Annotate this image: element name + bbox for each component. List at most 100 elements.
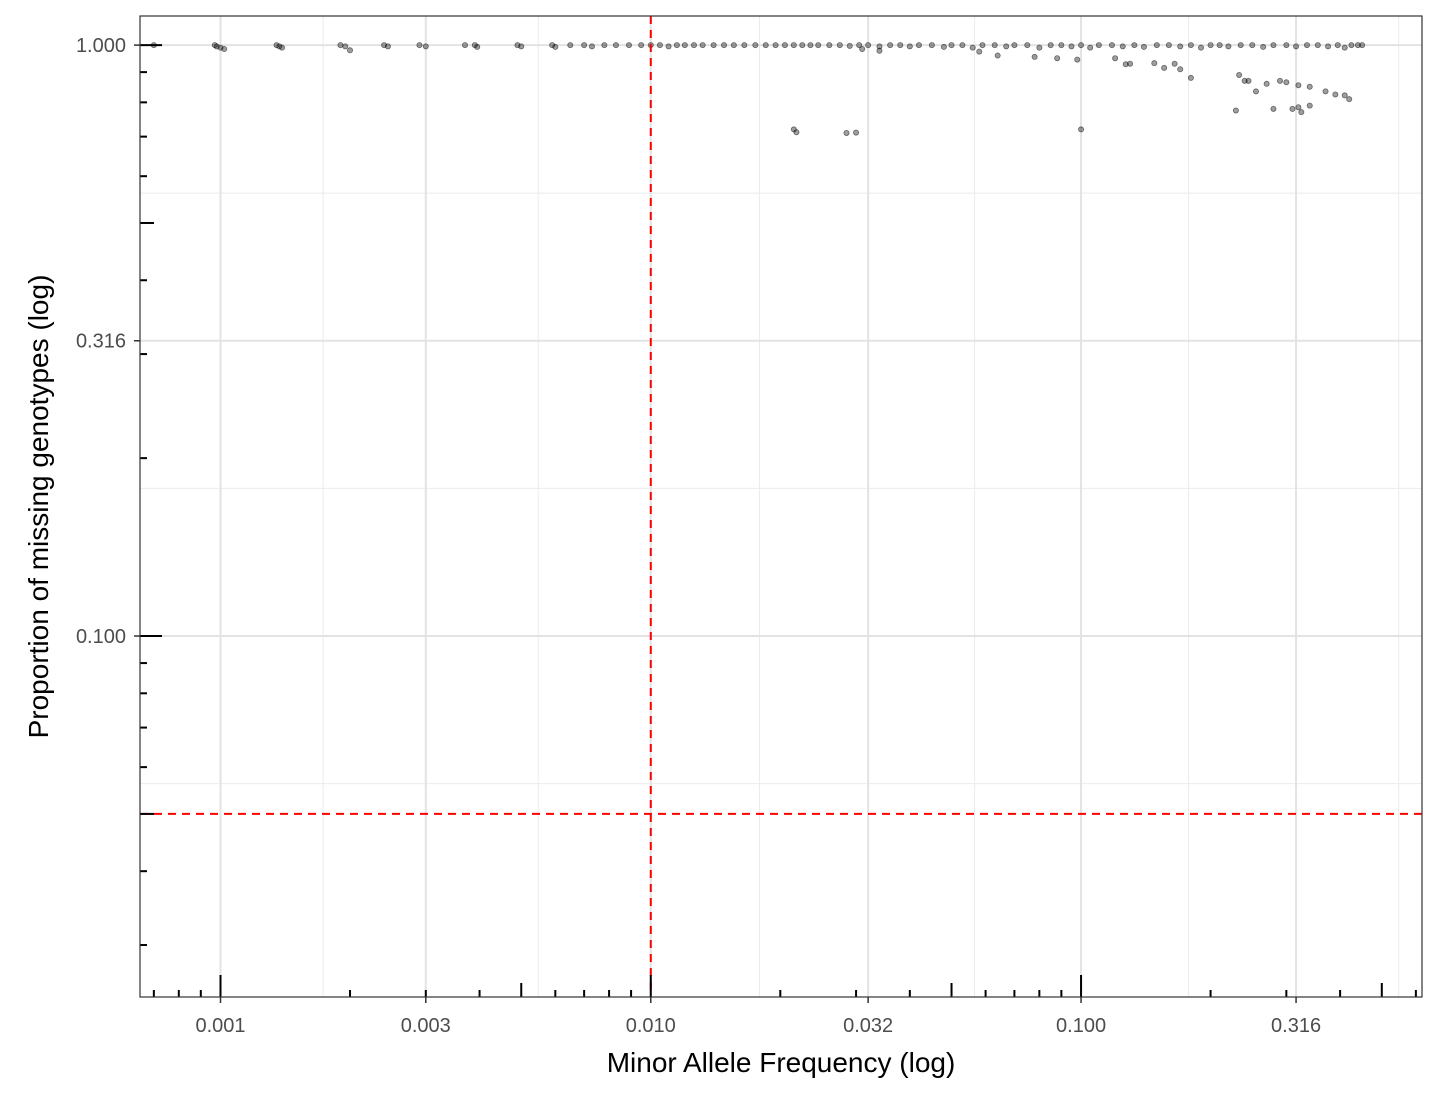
data-point xyxy=(416,42,423,49)
data-point xyxy=(1112,55,1119,62)
data-point xyxy=(1058,42,1065,49)
data-point xyxy=(1249,42,1256,49)
data-point xyxy=(1295,104,1302,111)
data-point xyxy=(1325,43,1332,50)
data-point xyxy=(815,42,822,49)
data-point xyxy=(699,42,706,49)
x-tick-label: 0.010 xyxy=(626,1015,676,1037)
data-point xyxy=(1119,43,1126,50)
data-point xyxy=(1293,43,1300,50)
data-point xyxy=(588,43,595,50)
data-point xyxy=(1207,42,1214,49)
data-point xyxy=(1171,60,1178,67)
data-point xyxy=(762,42,769,49)
data-point xyxy=(1277,77,1284,84)
data-point xyxy=(1270,42,1277,49)
data-point xyxy=(567,42,574,49)
data-point xyxy=(1298,109,1305,116)
data-point xyxy=(865,42,872,49)
data-point xyxy=(1177,66,1184,73)
data-point xyxy=(710,42,717,49)
axis-layer: 0.001 0.003 0.010 0.032 0.100 0.316 0.100 0.316… xyxy=(76,35,1321,1037)
data-point xyxy=(1127,60,1134,67)
data-point xyxy=(959,42,966,49)
data-point xyxy=(342,43,349,50)
data-point xyxy=(384,43,391,50)
data-point xyxy=(948,42,955,49)
data-point xyxy=(1087,44,1094,51)
data-point xyxy=(1283,42,1290,49)
panel-border xyxy=(139,15,1423,998)
data-point xyxy=(876,47,883,54)
x-axis-title: Minor Allele Frequency (log) xyxy=(607,1047,956,1078)
data-point xyxy=(1036,44,1043,51)
x-tick-label: 0.001 xyxy=(195,1015,245,1037)
data-point xyxy=(991,42,998,49)
data-point xyxy=(337,42,344,49)
data-point xyxy=(518,43,525,50)
data-point xyxy=(656,42,663,49)
data-point xyxy=(549,42,556,49)
data-point xyxy=(1263,80,1270,87)
data-point xyxy=(730,42,737,49)
data-point xyxy=(1054,55,1061,62)
data-point xyxy=(1131,42,1138,49)
data-point xyxy=(1306,83,1313,90)
data-point xyxy=(781,42,788,49)
data-point xyxy=(1078,126,1085,133)
data-point xyxy=(1283,79,1290,86)
data-point xyxy=(581,42,588,49)
data-point xyxy=(772,42,779,49)
data-point xyxy=(752,42,759,49)
data-point xyxy=(1237,42,1244,49)
data-point xyxy=(826,42,833,49)
data-point xyxy=(741,42,748,49)
data-point xyxy=(915,42,922,49)
data-point xyxy=(1306,102,1313,109)
rug-layer xyxy=(140,44,1417,997)
data-point xyxy=(994,52,1001,59)
data-point xyxy=(1011,42,1018,49)
data-point xyxy=(721,42,728,49)
data-point xyxy=(979,42,986,49)
data-point xyxy=(1068,43,1075,50)
data-point xyxy=(1216,42,1223,49)
data-point xyxy=(1187,74,1194,81)
data-point xyxy=(1031,53,1038,60)
data-point xyxy=(1078,42,1085,49)
data-point xyxy=(1334,42,1341,49)
data-point xyxy=(1346,96,1353,103)
data-point xyxy=(1303,42,1310,49)
data-point xyxy=(1165,42,1172,49)
y-tick-label: 1.000 xyxy=(76,35,126,57)
reference-lines xyxy=(140,16,1422,997)
data-point xyxy=(1252,88,1259,95)
data-point xyxy=(853,129,860,136)
data-point xyxy=(790,42,797,49)
data-point xyxy=(347,47,354,54)
data-point xyxy=(906,43,913,50)
data-point xyxy=(1260,43,1267,50)
data-point xyxy=(1289,105,1296,112)
data-point xyxy=(1177,43,1184,50)
data-point xyxy=(1108,42,1115,49)
data-point xyxy=(969,44,976,51)
data-point xyxy=(1295,82,1302,89)
y-tick-label: 0.316 xyxy=(76,331,126,353)
data-point xyxy=(976,48,983,55)
data-point xyxy=(1341,44,1348,51)
x-tick-label: 0.032 xyxy=(843,1015,893,1037)
grid-layer xyxy=(140,16,1422,997)
data-point xyxy=(552,43,559,50)
data-point xyxy=(1354,42,1361,49)
data-point xyxy=(1314,42,1321,49)
data-point xyxy=(279,44,286,51)
data-point xyxy=(1151,60,1158,67)
data-point xyxy=(1140,43,1147,50)
y-tick-label: 0.100 xyxy=(76,626,126,648)
data-point xyxy=(1332,91,1339,98)
x-tick-label: 0.316 xyxy=(1271,1015,1321,1037)
